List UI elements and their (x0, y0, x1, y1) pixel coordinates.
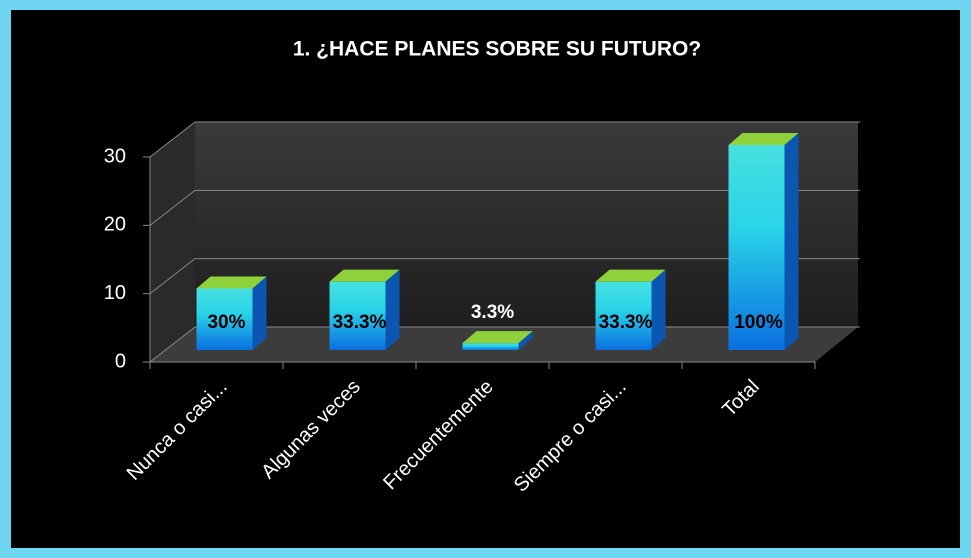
bar-side (385, 269, 400, 350)
bar-front (728, 145, 785, 350)
chart-title: 1. ¿HACE PLANES SOBRE SU FUTURO? (293, 38, 701, 61)
bar (329, 269, 400, 350)
y-tick-label: 10 (104, 282, 126, 304)
bar-top (196, 276, 267, 289)
side-wall (150, 122, 195, 362)
bar (462, 331, 533, 350)
bar-front (329, 281, 386, 350)
data-label: 100% (734, 312, 783, 333)
y-tick-label: 0 (115, 350, 126, 372)
grid-line (149, 189, 196, 226)
bar (196, 276, 267, 350)
bar (728, 133, 799, 350)
bar (595, 269, 666, 350)
grid-line (149, 326, 196, 363)
grid-line (149, 121, 196, 158)
bar-side (252, 276, 267, 350)
data-label: 30% (207, 312, 245, 333)
bar-front (462, 343, 519, 350)
data-label: 33.3% (333, 312, 387, 333)
bar-front (196, 288, 253, 350)
bar-side (784, 133, 799, 350)
bar-top (462, 331, 533, 344)
y-tick-label: 30 (104, 145, 126, 167)
bar-front (595, 281, 652, 350)
bar-side (651, 269, 666, 350)
bar-side (518, 331, 533, 350)
bar-top (329, 269, 400, 282)
data-label: 3.3% (471, 302, 514, 323)
data-label: 33.3% (599, 312, 653, 333)
bar-top (728, 133, 799, 145)
bar-top (595, 269, 666, 282)
y-tick-label: 20 (104, 214, 126, 236)
grid-line (149, 258, 196, 295)
